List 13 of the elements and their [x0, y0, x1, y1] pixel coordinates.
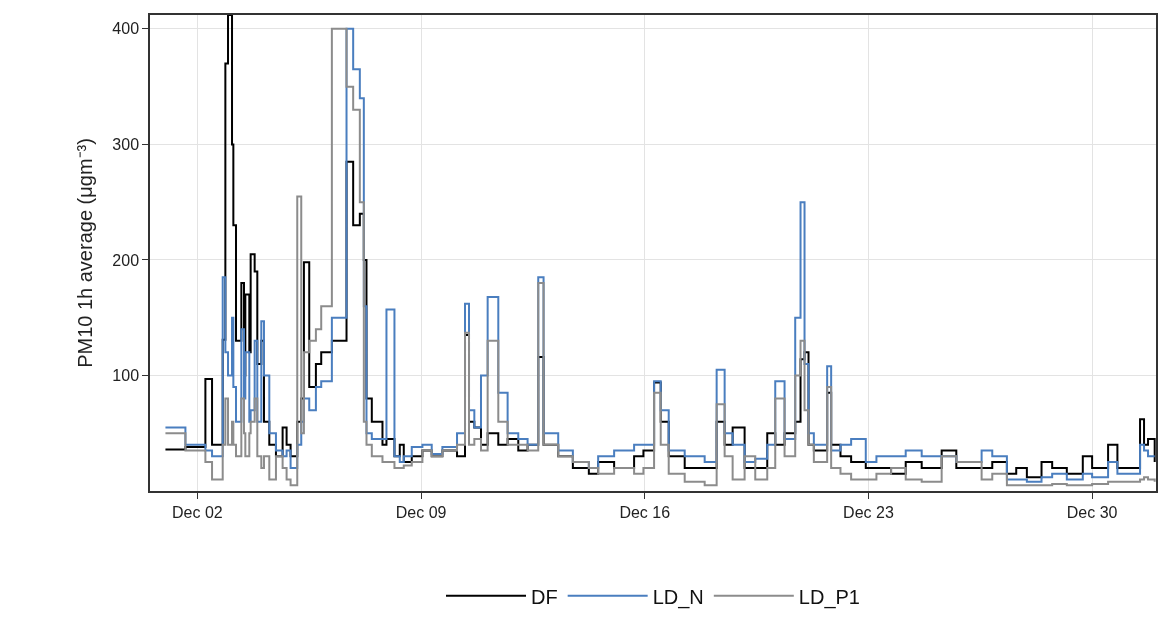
legend-label: LD_P1 [798, 585, 860, 609]
x-tick-label: Dec 30 [1066, 503, 1118, 521]
y-tick-label: 300 [112, 136, 140, 153]
legend-label: DF [531, 585, 558, 608]
y-tick-label: 400 [112, 20, 140, 38]
x-tick-label: Dec 23 [843, 503, 894, 521]
legend-label: LD_N [652, 585, 704, 609]
y-axis-title: PM10 1h average (μgm⁻³) [74, 138, 97, 368]
x-tick-label: Dec 02 [172, 503, 223, 521]
x-tick-label: Dec 09 [395, 503, 447, 521]
y-tick-label: 200 [112, 251, 140, 269]
y-tick-label: 100 [112, 367, 140, 385]
x-tick-label: Dec 16 [619, 503, 671, 521]
